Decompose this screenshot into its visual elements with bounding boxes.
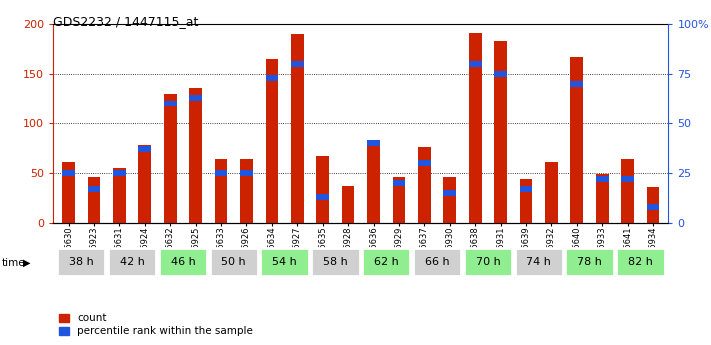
- Text: 62 h: 62 h: [374, 257, 399, 267]
- Bar: [469, 33, 481, 223]
- Bar: [367, 140, 380, 146]
- Bar: [565, 248, 614, 276]
- Text: time: time: [1, 258, 25, 268]
- Text: 46 h: 46 h: [171, 257, 196, 267]
- Bar: [413, 248, 461, 276]
- Bar: [570, 57, 583, 223]
- Bar: [494, 41, 507, 223]
- Text: 50 h: 50 h: [221, 257, 246, 267]
- Bar: [469, 61, 481, 67]
- Text: 78 h: 78 h: [577, 257, 602, 267]
- Bar: [621, 159, 634, 223]
- Text: 58 h: 58 h: [323, 257, 348, 267]
- Bar: [545, 162, 558, 223]
- Bar: [215, 170, 228, 176]
- Bar: [342, 186, 355, 223]
- Bar: [189, 88, 202, 223]
- Bar: [240, 159, 253, 223]
- Bar: [311, 248, 360, 276]
- Bar: [113, 168, 126, 223]
- Bar: [596, 176, 609, 182]
- Bar: [570, 81, 583, 87]
- Legend: count, percentile rank within the sample: count, percentile rank within the sample: [58, 313, 253, 336]
- Bar: [596, 174, 609, 223]
- Bar: [265, 75, 278, 81]
- Text: ▶: ▶: [23, 258, 31, 268]
- Bar: [362, 248, 410, 276]
- Bar: [418, 160, 431, 166]
- Bar: [215, 159, 228, 223]
- Bar: [63, 162, 75, 223]
- Bar: [57, 248, 105, 276]
- Bar: [87, 186, 100, 192]
- Bar: [189, 95, 202, 100]
- Bar: [108, 248, 156, 276]
- Bar: [265, 59, 278, 223]
- Bar: [260, 248, 309, 276]
- Text: 42 h: 42 h: [119, 257, 144, 267]
- Bar: [139, 146, 151, 152]
- Bar: [418, 147, 431, 223]
- Bar: [367, 141, 380, 223]
- Bar: [139, 145, 151, 223]
- Bar: [444, 177, 456, 223]
- Bar: [647, 204, 659, 210]
- Bar: [210, 248, 258, 276]
- Text: 54 h: 54 h: [272, 257, 297, 267]
- Bar: [392, 180, 405, 186]
- Bar: [520, 179, 533, 223]
- Bar: [291, 61, 304, 67]
- Bar: [63, 170, 75, 176]
- Bar: [291, 34, 304, 223]
- Bar: [515, 248, 563, 276]
- Text: 74 h: 74 h: [526, 257, 551, 267]
- Bar: [316, 156, 329, 223]
- Bar: [444, 190, 456, 196]
- Text: 82 h: 82 h: [628, 257, 653, 267]
- Bar: [464, 248, 512, 276]
- Bar: [647, 187, 659, 223]
- Bar: [616, 248, 665, 276]
- Bar: [113, 170, 126, 176]
- Text: 38 h: 38 h: [69, 257, 94, 267]
- Bar: [316, 194, 329, 200]
- Bar: [164, 93, 176, 223]
- Text: GDS2232 / 1447115_at: GDS2232 / 1447115_at: [53, 16, 198, 29]
- Bar: [164, 100, 176, 107]
- Bar: [87, 177, 100, 223]
- Text: 66 h: 66 h: [424, 257, 449, 267]
- Bar: [621, 176, 634, 182]
- Bar: [494, 71, 507, 77]
- Bar: [392, 177, 405, 223]
- Text: 70 h: 70 h: [476, 257, 501, 267]
- Bar: [159, 248, 207, 276]
- Bar: [240, 170, 253, 176]
- Bar: [520, 186, 533, 192]
